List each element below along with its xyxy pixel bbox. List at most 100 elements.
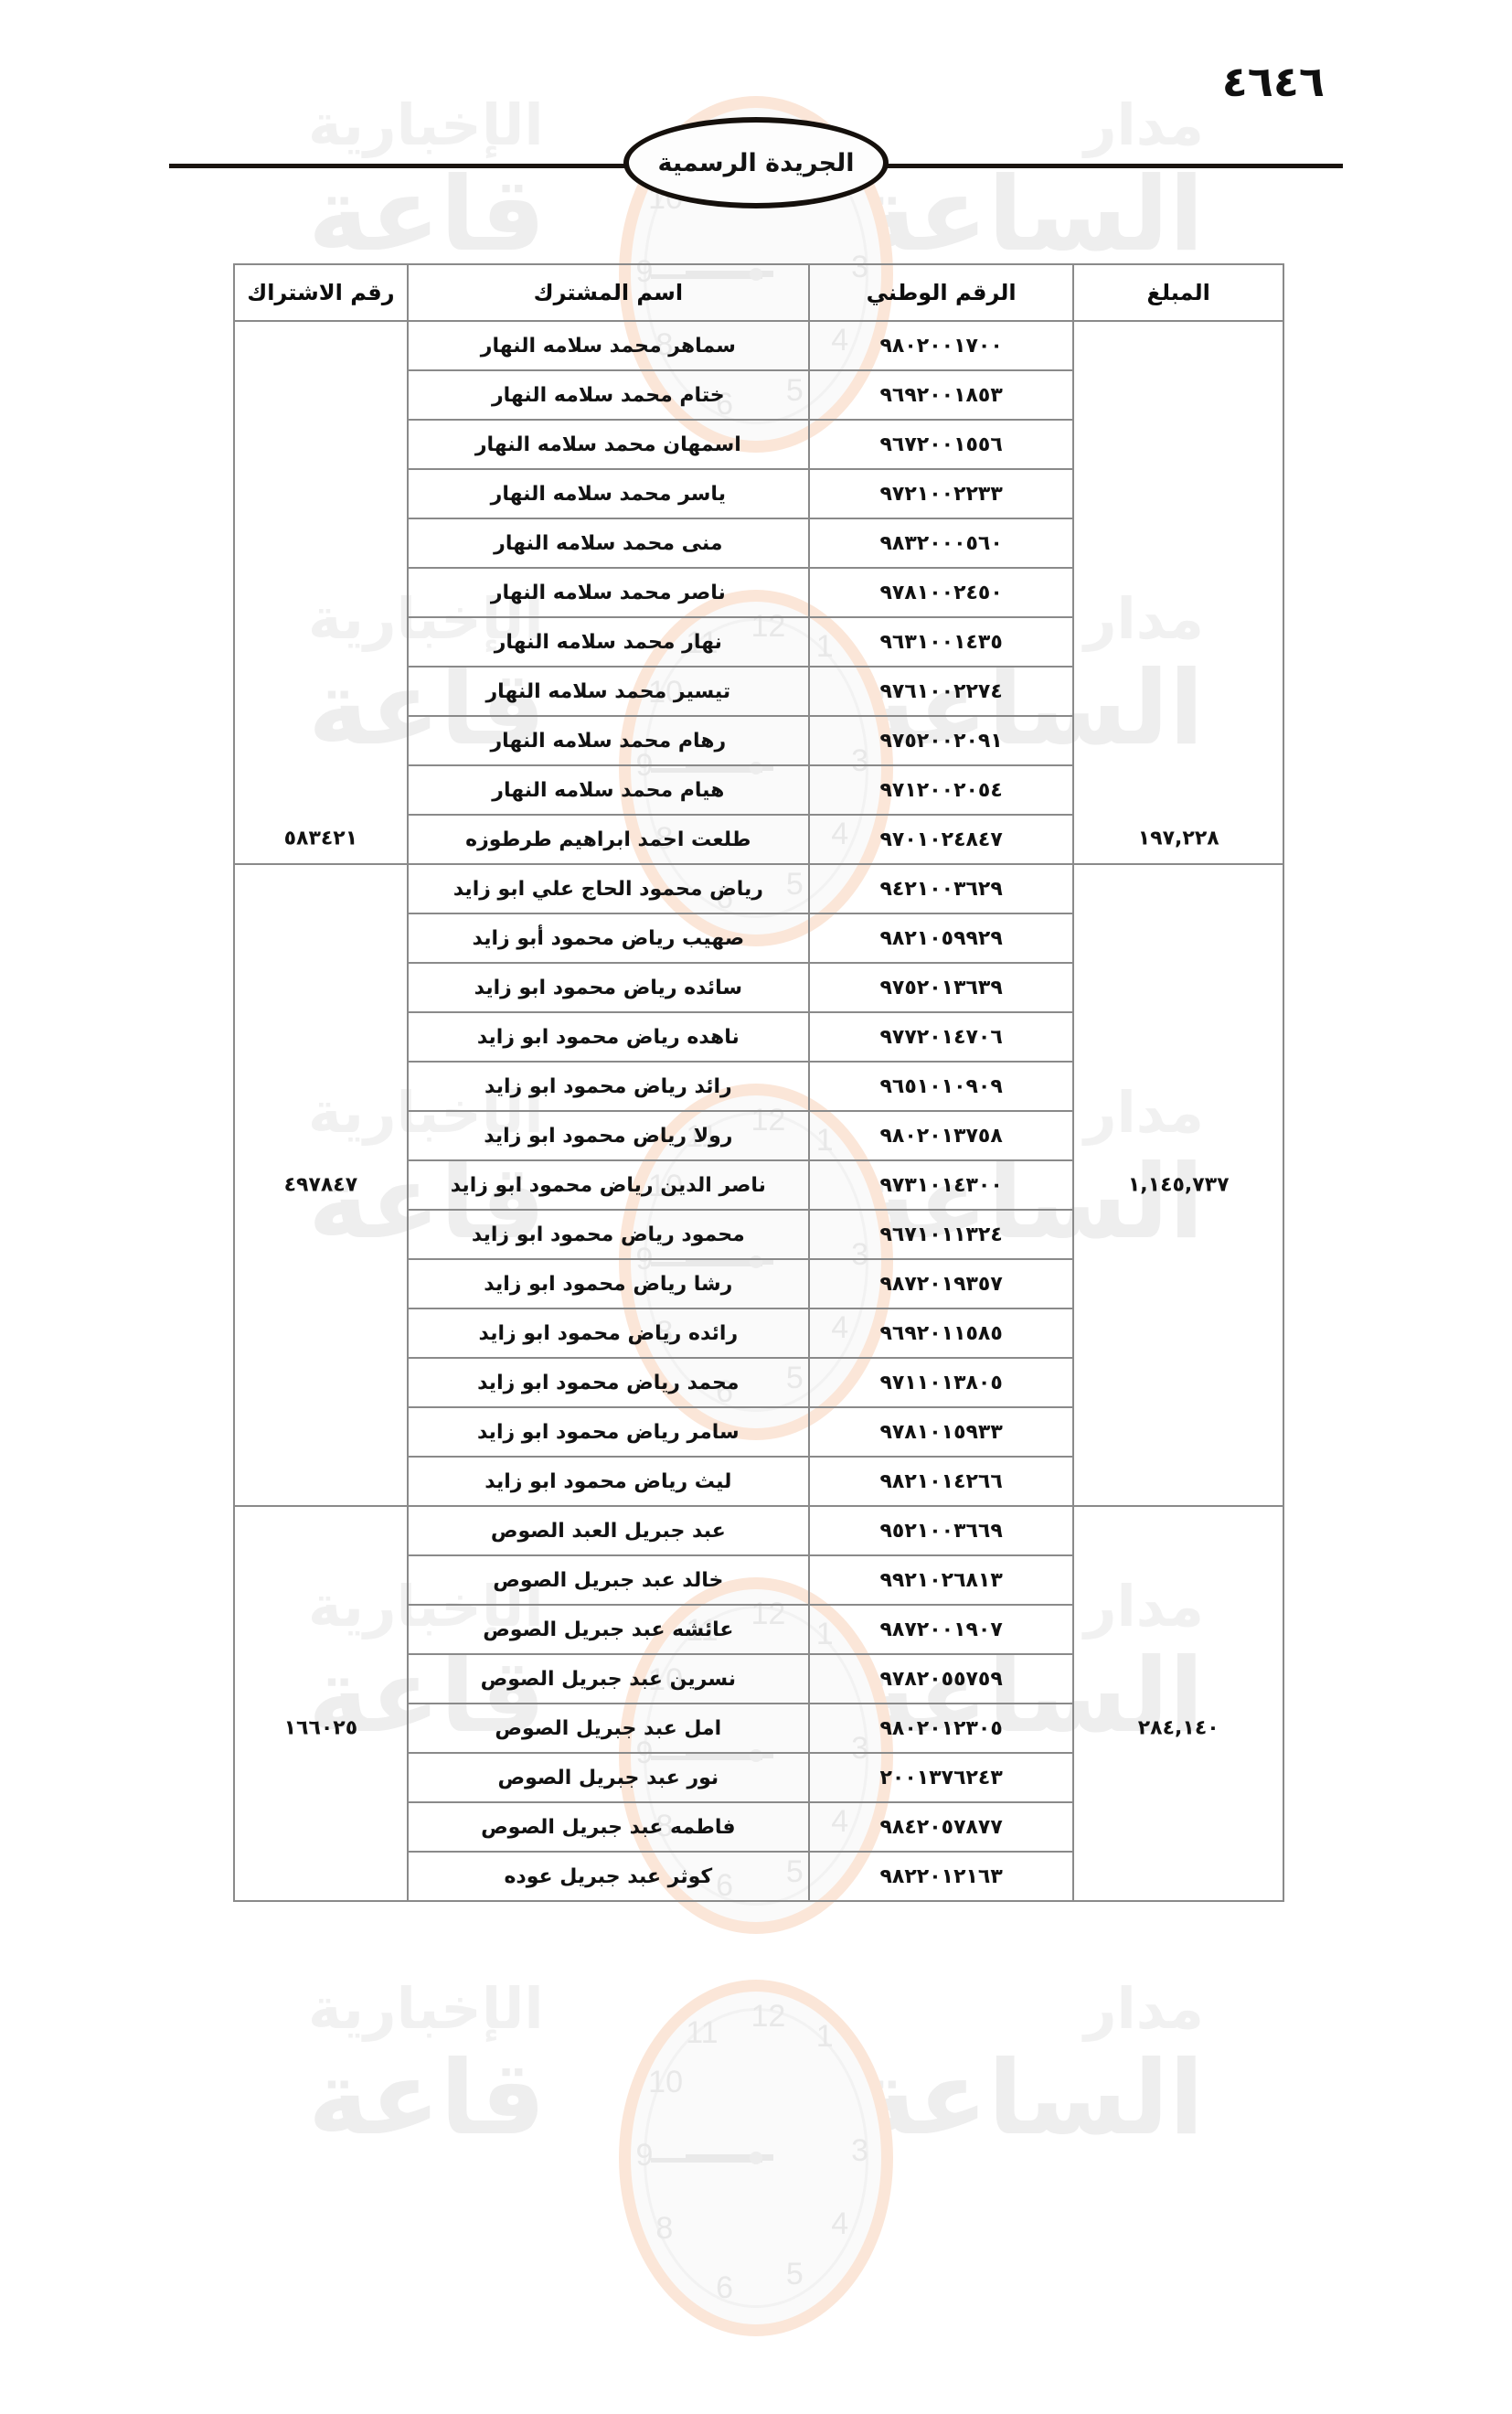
cell-subscription-number: ١٦٦٠٢٥: [233, 1505, 409, 1902]
subscription-number-value: ٤٩٧٨٤٧: [283, 1173, 358, 1197]
cell-subscriber-name: محمود رياض محمود ابو زايد: [406, 1209, 810, 1260]
cell-subscriber-name: عبد جبريل العبد الصوص: [406, 1505, 810, 1556]
column-header-national-id: الرقم الوطني: [807, 263, 1075, 322]
cell-subscriber-name: عائشه عبد جبريل الصوص: [406, 1604, 810, 1655]
cell-national-id: ٩٨٠٢٠٠١٧٠٠: [807, 320, 1075, 371]
watermark-block-bottom: الإخبارية قاعة مدار الساعة 12 11 10 9 8 …: [308, 1902, 1202, 2414]
cell-national-id: ٩٨٧٢٠١٩٣٥٧: [807, 1258, 1075, 1309]
cell-subscriber-name: رائده رياض محمود ابو زايد: [406, 1308, 810, 1359]
table-row: ٩٨٣٢٠٠٠٥٦٠ منى محمد سلامه النهار: [234, 518, 1283, 569]
column-header-subscription: رقم الاشتراك: [233, 263, 409, 322]
amount-value: ١,١٤٥,٧٣٧: [1127, 1173, 1230, 1197]
cell-national-id: ٩٨٢٢٠١٢١٦٣: [807, 1851, 1075, 1902]
cell-subscriber-name: ليث رياض محمود ابو زايد: [406, 1456, 810, 1507]
cell-subscriber-name: كوثر عبد جبريل عوده: [406, 1851, 810, 1902]
gazette-title: الجريدة الرسمية: [657, 148, 855, 177]
cell-national-id: ٩٧١١٠١٣٨٠٥: [807, 1357, 1075, 1408]
cell-national-id: ٩٧٣١٠١٤٣٠٠: [807, 1159, 1075, 1211]
cell-amount: ١٩٧,٢٢٨: [1072, 320, 1284, 865]
table-row: ٩٧٧٢٠١٤٧٠٦ ناهده رياض محمود ابو زايد: [234, 1011, 1283, 1063]
cell-national-id: ٩٦٩٢٠٠١٨٥٣: [807, 369, 1075, 421]
page-number: ٤٦٤٦: [1221, 57, 1325, 106]
amount-value: ١٩٧,٢٢٨: [1137, 827, 1219, 850]
cell-national-id: ٩٦٧١٠١١٣٢٤: [807, 1209, 1075, 1260]
cell-subscriber-name: صهيب رياض محمود أبو زايد: [406, 913, 810, 964]
cell-national-id: ٩٧٨١٠٠٢٤٥٠: [807, 567, 1075, 618]
cell-national-id: ٩٧٠١٠٢٤٨٤٧: [807, 814, 1075, 865]
cell-national-id: ٩٦٥١٠١٠٩٠٩: [807, 1061, 1075, 1112]
cell-national-id: ٩٧٢١٠٠٢٢٣٣: [807, 468, 1075, 519]
subscription-number-value: ١٦٦٠٢٥: [283, 1716, 358, 1740]
cell-subscriber-name: ناصر محمد سلامه النهار: [406, 567, 810, 618]
cell-national-id: ٩٧٥٢٠٠٢٠٩١: [807, 715, 1075, 766]
subscribers-table: المبلغ الرقم الوطني اسم المشترك رقم الاش…: [233, 263, 1284, 1902]
table-row: ٢٨٤,١٤٠ ٩٥٢١٠٠٣٦٦٩ عبد جبريل العبد الصوص ١٦…: [233, 1505, 1284, 1902]
cell-national-id: ٩٨٢١٠١٤٢٦٦: [807, 1456, 1075, 1507]
cell-subscriber-name: رشا رياض محمود ابو زايد: [406, 1258, 810, 1309]
table-row: ٩٨٢١٠٥٩٩٢٩ صهيب رياض محمود أبو زايد: [234, 913, 1283, 964]
cell-national-id: ٩٧٥٢٠١٣٦٣٩: [807, 962, 1075, 1013]
cell-national-id: ٩٨٠٢٠١٢٣٠٥: [807, 1703, 1075, 1754]
cell-subscriber-name: امل عبد جبريل الصوص: [406, 1703, 810, 1754]
cell-subscriber-name: سماهر محمد سلامه النهار: [406, 320, 810, 371]
watermark-text-left-top: الإخبارية: [308, 1975, 544, 2042]
cell-subscriber-name: ناهده رياض محمود ابو زايد: [406, 1011, 810, 1063]
cell-subscriber-name: نهار محمد سلامه النهار: [406, 616, 810, 668]
table-row: ٩٧٨٢٠٥٥٧٥٩ نسرين عبد جبريل الصوص: [234, 1653, 1283, 1704]
column-header-subscriber: اسم المشترك: [406, 263, 810, 322]
column-header-amount: المبلغ: [1072, 263, 1284, 322]
cell-national-id: ٢٠٠١٣٧٦٢٤٣: [807, 1752, 1075, 1803]
table-row: ١٩٧,٢٢٨ ٩٨٠٢٠٠١٧٠٠ سماهر محمد سلامه النهار…: [233, 320, 1284, 865]
table-row: ٩٧٢١٠٠٢٢٣٣ ياسر محمد سلامه النهار: [234, 468, 1283, 519]
cell-national-id: ٩٨٠٢٠١٣٧٥٨: [807, 1110, 1075, 1161]
page-header: الجريدة الرسمية: [169, 117, 1343, 208]
watermark-text-right-bottom: الساعة: [856, 155, 1204, 274]
cell-amount: ١,١٤٥,٧٣٧: [1072, 863, 1284, 1507]
cell-subscriber-name: نسرين عبد جبريل الصوص: [406, 1653, 810, 1704]
cell-national-id: ٩٨٣٢٠٠٠٥٦٠: [807, 518, 1075, 569]
cell-national-id: ٩٧١٢٠٠٢٠٥٤: [807, 764, 1075, 816]
watermark-text-right-top: مدار: [1083, 91, 1204, 158]
cell-national-id: ٩٧٨١٠١٥٩٣٣: [807, 1406, 1075, 1458]
cell-subscriber-name: ناصر الدين رياض محمود ابو زايد: [406, 1159, 810, 1211]
watermark-text-left-bottom: قاعة: [308, 2039, 546, 2158]
table-header-row: المبلغ الرقم الوطني اسم المشترك رقم الاش…: [233, 263, 1284, 322]
cell-subscriber-name: سامر رياض محمود ابو زايد: [406, 1406, 810, 1458]
table-row: ١,١٤٥,٧٣٧ ٩٤٢١٠٠٣٦٢٩ رياض محمود الحاج علي …: [233, 863, 1284, 1507]
clock-icon: 12 11 10 9 8 6 5 4 3 1: [619, 1980, 893, 2336]
subscription-number-value: ٥٨٣٤٢١: [283, 827, 358, 850]
cell-subscriber-name: خالد عبد جبريل الصوص: [406, 1554, 810, 1606]
cell-subscriber-name: رائد رياض محمود ابو زايد: [406, 1061, 810, 1112]
cell-national-id: ٩٦٧٢٠٠١٥٥٦: [807, 419, 1075, 470]
watermark-text-right-top: مدار: [1083, 1975, 1204, 2042]
cell-subscription-number: ٥٨٣٤٢١: [233, 320, 409, 865]
cell-subscriber-name: سائده رياض محمود ابو زايد: [406, 962, 810, 1013]
cell-national-id: ٩٨٤٢٠٥٧٨٧٧: [807, 1801, 1075, 1853]
cell-subscriber-name: تيسير محمد سلامه النهار: [406, 666, 810, 717]
cell-national-id: ٩٧٦١٠٠٢٢٧٤: [807, 666, 1075, 717]
cell-subscriber-name: رهام محمد سلامه النهار: [406, 715, 810, 766]
cell-subscriber-name: منى محمد سلامه النهار: [406, 518, 810, 569]
cell-national-id: ٩٨٢١٠٥٩٩٢٩: [807, 913, 1075, 964]
cell-subscriber-name: رولا رياض محمود ابو زايد: [406, 1110, 810, 1161]
amount-value: ٢٨٤,١٤٠: [1137, 1716, 1219, 1740]
cell-subscriber-name: ياسر محمد سلامه النهار: [406, 468, 810, 519]
cell-subscriber-name: ختام محمد سلامه النهار: [406, 369, 810, 421]
cell-subscriber-name: رياض محمود الحاج علي ابو زايد: [406, 863, 810, 914]
table-row: ٩٨٢١٠١٤٢٦٦ ليث رياض محمود ابو زايد: [234, 1456, 1283, 1507]
cell-national-id: ٩٦٣١٠٠١٤٣٥: [807, 616, 1075, 668]
cell-national-id: ٩٦٩٢٠١١٥٨٥: [807, 1308, 1075, 1359]
cell-national-id: ٩٥٢١٠٠٣٦٦٩: [807, 1505, 1075, 1556]
cell-subscriber-name: اسمهان محمد سلامه النهار: [406, 419, 810, 470]
cell-subscriber-name: محمد رياض محمود ابو زايد: [406, 1357, 810, 1408]
cell-national-id: ٩٩٢١٠٢٦٨١٣: [807, 1554, 1075, 1606]
cell-subscriber-name: نور عبد جبريل الصوص: [406, 1752, 810, 1803]
cell-subscriber-name: فاطمه عبد جبريل الصوص: [406, 1801, 810, 1853]
cell-subscriber-name: طلعت احمد ابراهيم طرطوزه: [406, 814, 810, 865]
cell-national-id: ٩٨٧٢٠٠١٩٠٧: [807, 1604, 1075, 1655]
cell-subscriber-name: هيام محمد سلامه النهار: [406, 764, 810, 816]
cell-national-id: ٩٧٨٢٠٥٥٧٥٩: [807, 1653, 1075, 1704]
cell-national-id: ٩٧٧٢٠١٤٧٠٦: [807, 1011, 1075, 1063]
cell-amount: ٢٨٤,١٤٠: [1072, 1505, 1284, 1902]
cell-subscription-number: ٤٩٧٨٤٧: [233, 863, 409, 1507]
